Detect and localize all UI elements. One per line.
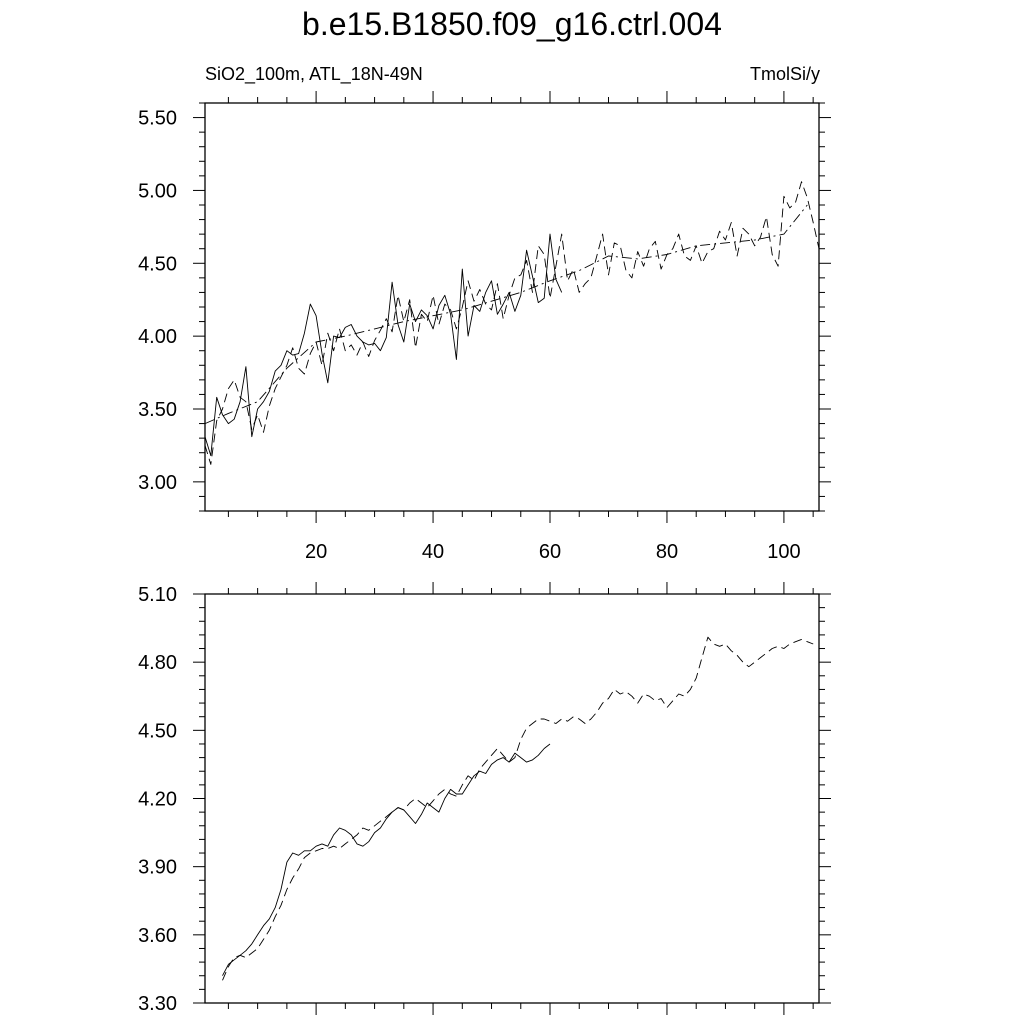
units-label: TmolSi/y [749, 64, 820, 84]
top-x-tick-label: 80 [656, 541, 678, 563]
bottom-series-dashed-line [222, 636, 814, 981]
chart-title: b.e15.B1850.f09_g16.ctrl.004 [302, 6, 722, 42]
bottom-plot-frame [204, 593, 820, 1004]
top-series-dash-dot-line [204, 204, 808, 425]
top-y-tick-label: 3.50 [138, 399, 177, 421]
bottom-y-tick-label: 5.10 [138, 584, 177, 606]
bottom-y-tick-label: 4.80 [138, 652, 177, 674]
top-y-tick-label: 5.00 [138, 180, 177, 202]
bottom-y-tick-label: 4.50 [138, 720, 177, 742]
bottom-y-tick-label: 3.30 [138, 993, 177, 1015]
top-series-dashed-line [204, 181, 820, 465]
top-series-solid-line [204, 233, 563, 457]
top-y-tick-label: 4.00 [138, 326, 177, 348]
bottom-y-tick-label: 3.90 [138, 857, 177, 879]
top-y-tick-label: 3.00 [138, 472, 177, 494]
top-y-tick-label: 4.50 [138, 253, 177, 275]
top-x-tick-label: 100 [767, 541, 800, 563]
top-x-tick-label: 40 [422, 541, 444, 563]
bottom-y-tick-label: 4.20 [138, 789, 177, 811]
bottom-y-tick-label: 3.60 [138, 925, 177, 947]
bottom-series-solid-line [222, 743, 551, 976]
top-x-tick-label: 60 [539, 541, 561, 563]
top-x-tick-label: 20 [305, 541, 327, 563]
variable-region-label: SiO2_100m, ATL_18N-49N [205, 64, 423, 84]
top-y-tick-label: 5.50 [138, 108, 177, 130]
top-plot-frame [204, 102, 820, 512]
